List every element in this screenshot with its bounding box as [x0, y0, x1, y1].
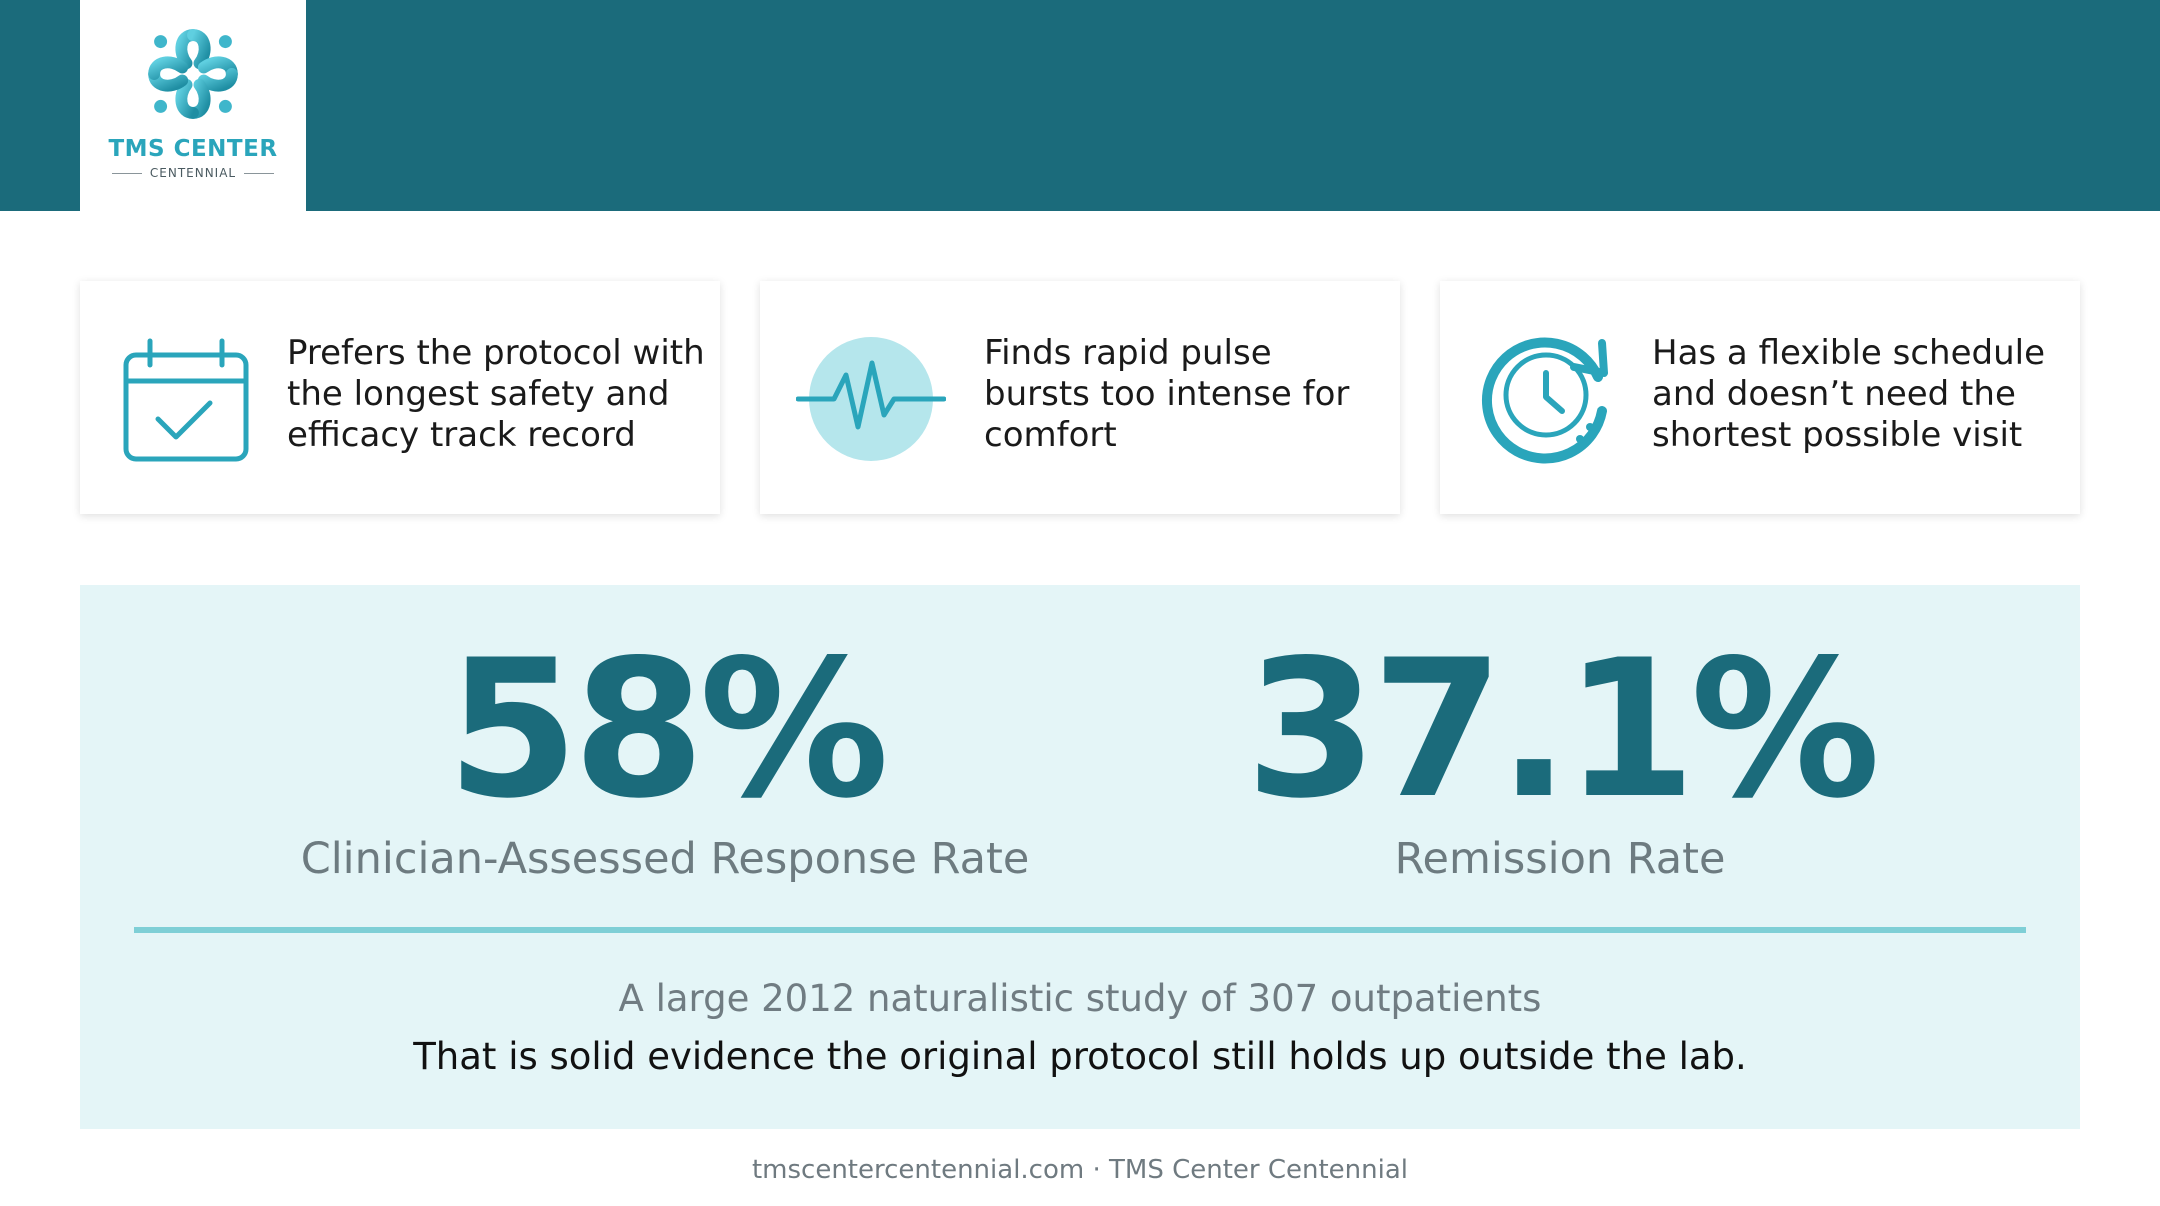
clock-refresh-icon	[1481, 337, 1608, 464]
card-line: Finds rapid pulse	[984, 333, 1272, 373]
brand-location: CENTENNIAL	[80, 166, 306, 180]
card-line: the longest safety and	[287, 374, 670, 414]
card-line: Prefers the protocol with	[287, 333, 705, 373]
remission-rate-label: Remission Rate	[1394, 834, 1726, 884]
pulse-wave-icon	[796, 337, 946, 461]
card-flexible-schedule: Has a flexible schedule and doesn’t need…	[1440, 281, 2080, 514]
card-line: efficacy track record	[287, 415, 636, 455]
stats-panel: 58% Clinician-Assessed Response Rate 37.…	[80, 585, 2080, 1129]
study-note: A large 2012 naturalistic study of 307 o…	[618, 977, 1542, 1020]
response-rate-label: Clinician-Assessed Response Rate	[300, 834, 1030, 884]
logo[interactable]: TMS CENTER CENTENNIAL	[80, 0, 306, 211]
logo-rule-right	[244, 172, 275, 174]
logo-rule-left	[111, 172, 142, 174]
response-rate-value: 58%	[446, 619, 890, 840]
card-text: Has a flexible schedule and doesn’t need…	[1652, 333, 2072, 456]
card-line: Has a flexible schedule	[1652, 333, 2045, 373]
card-safety-record: Prefers the protocol with the longest sa…	[80, 281, 720, 514]
divider	[134, 927, 2026, 933]
calendar-check-icon	[123, 338, 249, 462]
card-line: comfort	[984, 415, 1117, 455]
card-line: bursts too intense for	[984, 374, 1350, 414]
brand-name: TMS CENTER	[108, 136, 278, 162]
card-text: Finds rapid pulse bursts too intense for…	[984, 333, 1404, 456]
footer: tmscentercentennial.com · TMS Center Cen…	[751, 1155, 1409, 1185]
remission-rate-value: 37.1%	[1245, 619, 1880, 840]
card-pulse-intensity: Finds rapid pulse bursts too intense for…	[760, 281, 1400, 514]
card-line: and doesn’t need the	[1652, 374, 2016, 414]
evidence-note: That is solid evidence the original prot…	[413, 1035, 1747, 1078]
card-line: shortest possible visit	[1652, 415, 2023, 455]
card-text: Prefers the protocol with the longest sa…	[287, 333, 707, 456]
interlocking-cross-icon	[148, 29, 238, 119]
brand-location-text: CENTENNIAL	[149, 166, 237, 180]
header-bar	[0, 0, 2160, 211]
